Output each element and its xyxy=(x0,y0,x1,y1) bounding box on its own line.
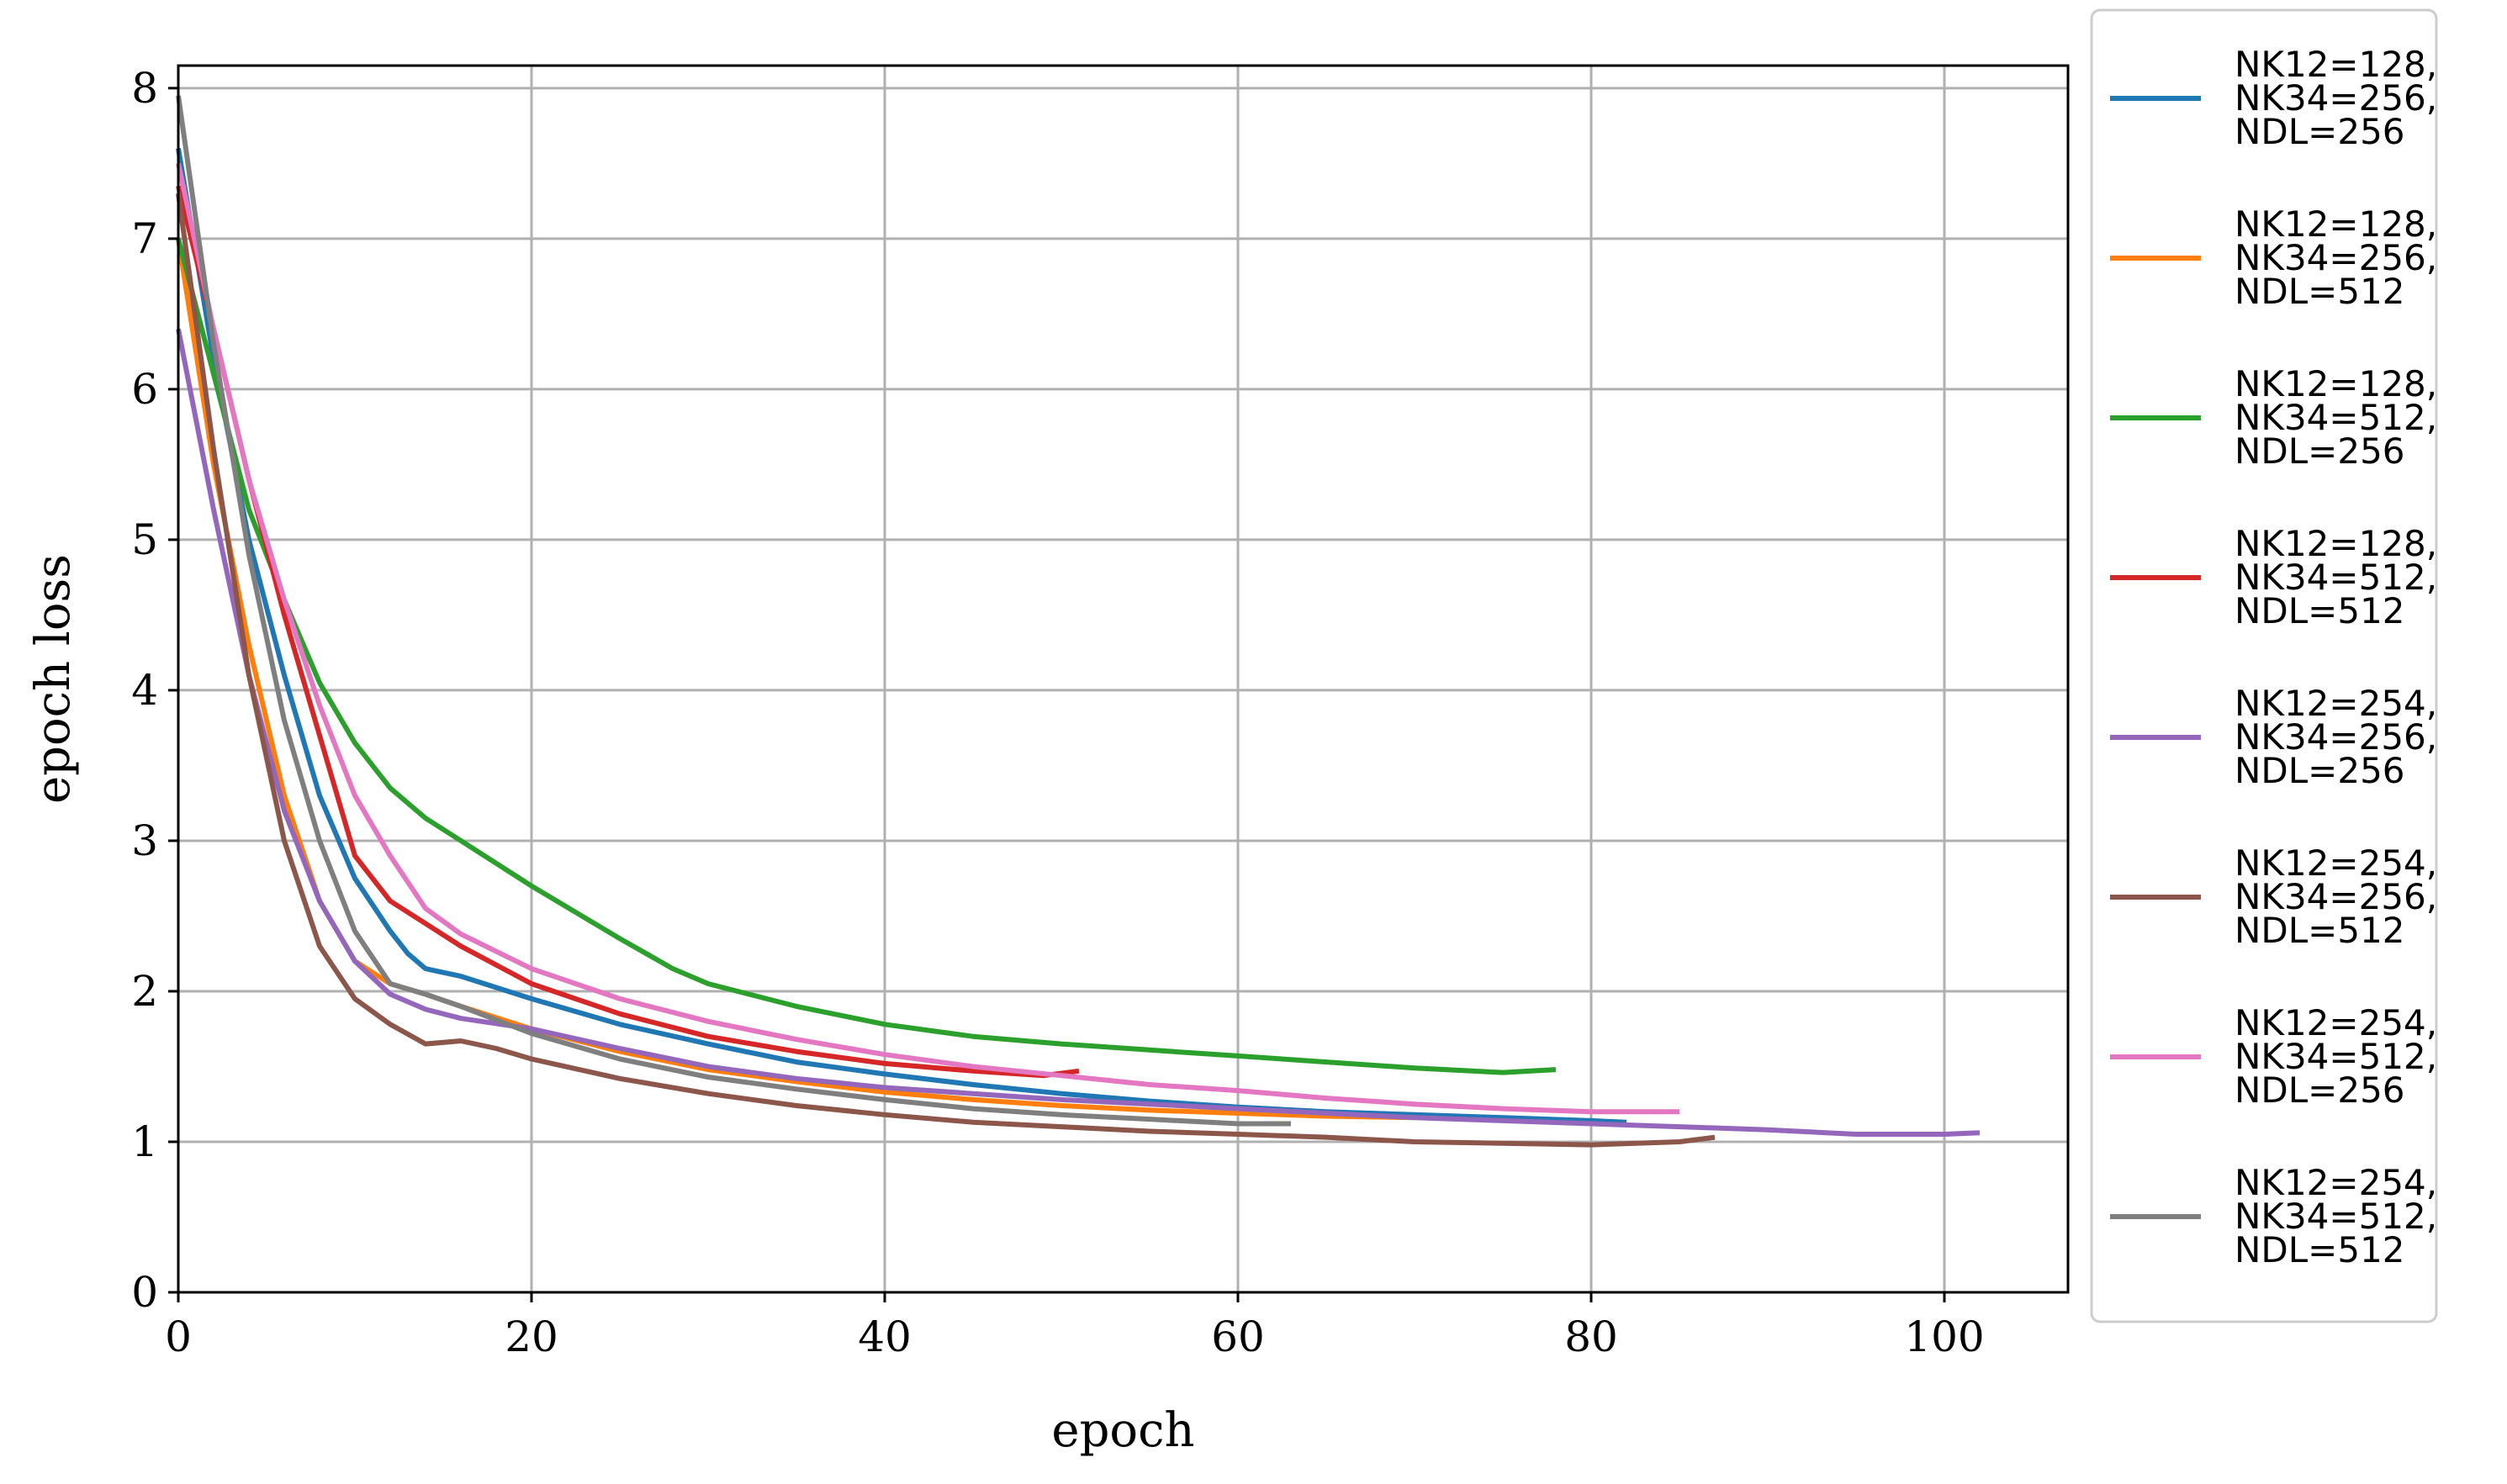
y-tick-label: 5 xyxy=(131,515,158,564)
grid-lines xyxy=(177,66,2068,1294)
y-tick-label: 2 xyxy=(131,967,158,1016)
y-tick-label: 4 xyxy=(131,666,158,715)
plot-frame xyxy=(177,64,2070,1294)
legend-box xyxy=(2090,8,2438,1323)
series-line xyxy=(176,148,1627,1125)
x-tick-label: 40 xyxy=(858,1312,912,1361)
y-tick-label: 6 xyxy=(131,365,158,414)
legend-label: NK12=254, NK34=256, NDL=512 xyxy=(2235,842,2437,951)
x-tick-label: 80 xyxy=(1564,1312,1618,1361)
x-tick-label: 0 xyxy=(165,1312,192,1361)
y-tick-label: 8 xyxy=(131,64,158,113)
series-line xyxy=(176,185,1080,1079)
series-line xyxy=(176,328,1981,1137)
legend-label: NK12=128, NK34=256, NDL=512 xyxy=(2235,203,2437,312)
legend-label: NK12=254, NK34=512, NDL=256 xyxy=(2235,1002,2437,1111)
y-tick-label: 1 xyxy=(131,1117,158,1166)
series-line xyxy=(176,162,1679,1115)
axis-ticks: 0 20 40 60 80 100 0 1 2 3 4 5 6 7 8 xyxy=(131,64,1985,1361)
y-tick-label: 3 xyxy=(131,816,158,865)
series-layer xyxy=(176,95,1981,1148)
legend-label: NK12=254, NK34=256, NDL=256 xyxy=(2235,683,2437,791)
legend-label: NK12=128, NK34=512, NDL=512 xyxy=(2235,523,2437,631)
y-axis-label: epoch loss xyxy=(26,554,81,804)
x-axis-label: epoch xyxy=(1051,1403,1194,1458)
x-tick-label: 100 xyxy=(1904,1312,1984,1361)
y-tick-label: 0 xyxy=(131,1268,158,1317)
series-line xyxy=(176,238,1415,1121)
series-line xyxy=(176,238,1557,1075)
series-line xyxy=(176,95,1291,1127)
x-tick-label: 20 xyxy=(505,1312,558,1361)
legend-label: NK12=128, NK34=512, NDL=256 xyxy=(2235,363,2437,472)
x-tick-label: 60 xyxy=(1211,1312,1265,1361)
y-tick-label: 7 xyxy=(131,214,158,263)
legend-label: NK12=254, NK34=512, NDL=512 xyxy=(2235,1162,2437,1270)
series-line xyxy=(176,193,1716,1148)
legend: NK12=128, NK34=256, NDL=256 NK12=128, NK34=2… xyxy=(2090,8,2438,1323)
legend-label: NK12=128, NK34=256, NDL=256 xyxy=(2235,44,2437,152)
